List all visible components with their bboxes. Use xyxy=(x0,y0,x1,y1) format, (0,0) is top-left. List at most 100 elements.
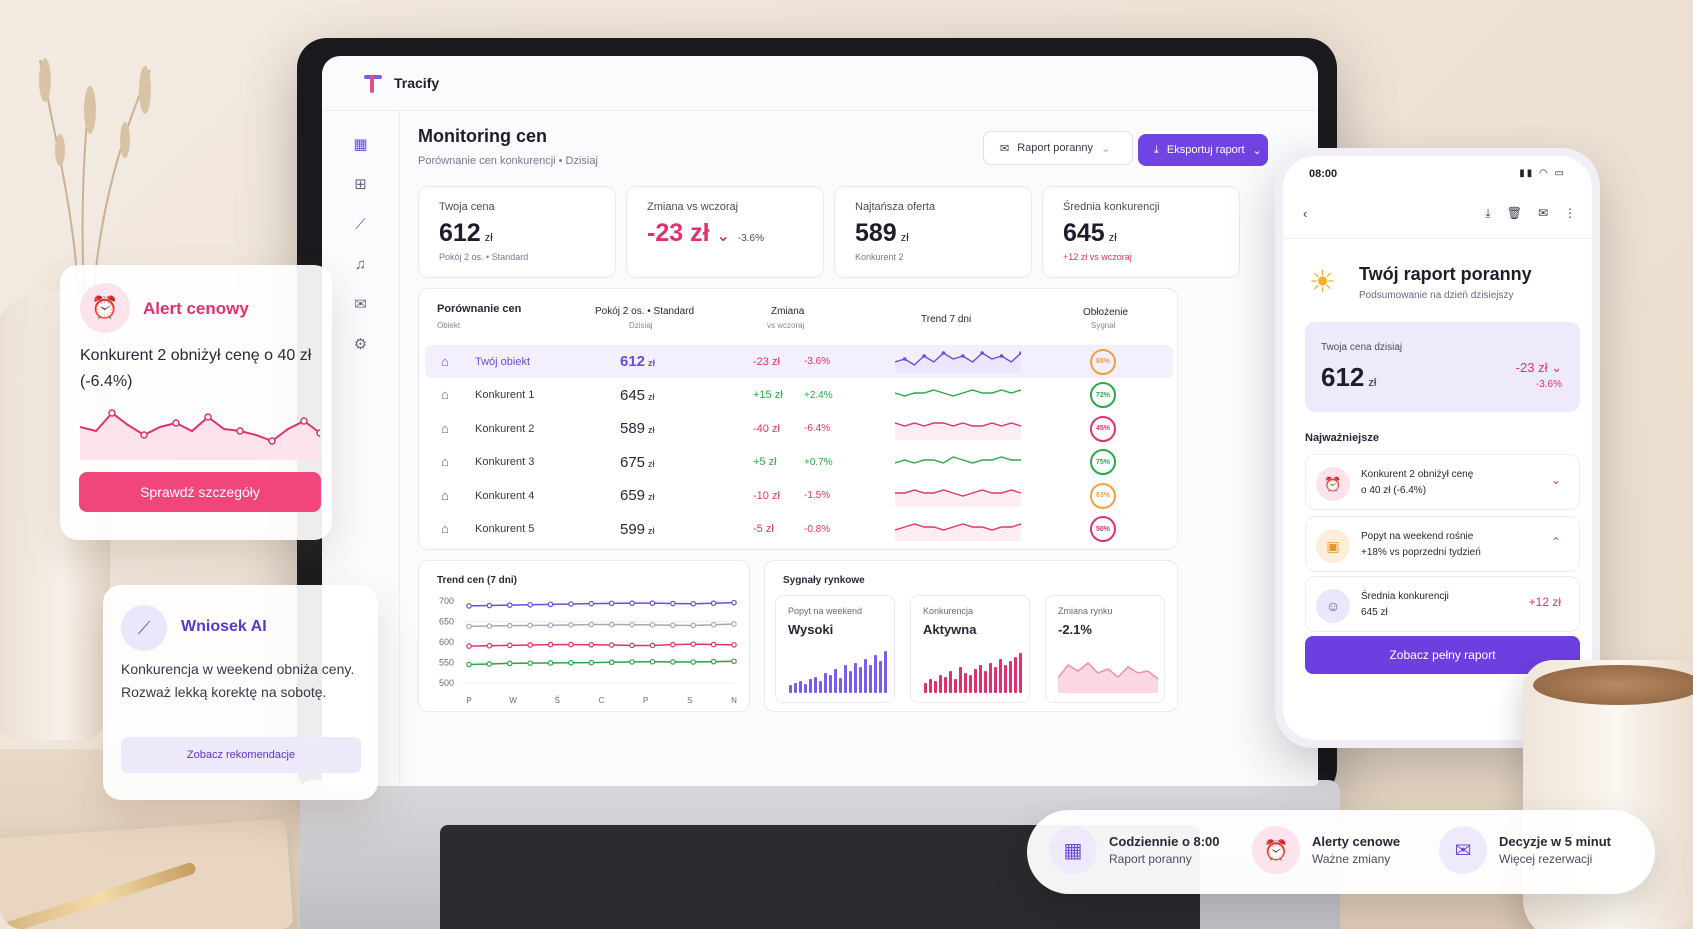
highlight-item[interactable]: ⏰ Konkurent 2 obniżył cenę o 40 zł (-6.4%… xyxy=(1305,454,1580,510)
comparison-title: Porównanie cen xyxy=(437,303,522,315)
house-icon: ⌂ xyxy=(441,353,449,369)
trend-point xyxy=(710,641,717,648)
x-tick-label: C xyxy=(599,696,605,705)
table-row[interactable]: ⌂ Twój obiekt 612 zł -23 zł -3.6% 68% xyxy=(425,345,1173,378)
trend-point xyxy=(547,601,554,608)
feature-sub: Ważne zmiany xyxy=(1312,852,1391,866)
kpi-sub: +12 zł vs wczoraj xyxy=(1063,252,1132,262)
chart-icon[interactable]: ⟋ xyxy=(355,216,366,233)
trend-point xyxy=(649,600,656,606)
signal-bar xyxy=(819,681,822,693)
trend-point xyxy=(486,623,493,629)
signal-bar xyxy=(1009,661,1012,693)
signal-bar xyxy=(929,679,932,693)
price-label: Twoja cena dzisiaj xyxy=(1321,342,1403,353)
price-unit: zł xyxy=(1368,377,1377,389)
trend-point xyxy=(466,623,472,630)
row-change: +5 zł xyxy=(753,456,777,468)
settings-icon[interactable]: ⚙ xyxy=(353,336,368,353)
status-icons: ▮▮ ◠ ▭ xyxy=(1519,168,1566,179)
alert-sparkline xyxy=(80,409,320,460)
back-arrow-icon[interactable]: ‹ xyxy=(1303,206,1308,221)
house-icon: ⌂ xyxy=(441,487,449,503)
highlight-line2: +18% vs poprzedni tydzień xyxy=(1361,547,1481,558)
signal-bar xyxy=(834,669,837,693)
highlight-text: Średnia konkurencji 645 zł xyxy=(1361,589,1449,621)
laptop-screen: Tracify ▦ ⊞ ⟋ ♫ ✉ ⚙ Monitoring cen Porów… xyxy=(322,56,1318,786)
signal-value: Aktywna xyxy=(923,622,977,637)
export-report-button[interactable]: ⤓ Eksportuj raport ⌄ xyxy=(1138,134,1268,166)
signal-card-competition[interactable]: Konkurencja Aktywna xyxy=(910,595,1030,703)
feature-title: Codziennie o 8:00 xyxy=(1109,834,1220,849)
kpi-label: Najtańsza oferta xyxy=(855,201,936,213)
highlight-item[interactable]: ☺ Średnia konkurencji 645 zł +12 zł xyxy=(1305,576,1580,632)
report-dropdown-label: Raport poranny xyxy=(1017,142,1094,154)
row-price: 645 zł xyxy=(620,387,655,404)
occupancy-ring: 68% xyxy=(1090,348,1116,375)
y-tick-label: 650 xyxy=(439,617,454,627)
report-dropdown-button[interactable]: ✉ Raport poranny ⌄ xyxy=(983,131,1133,165)
row-price: 612 zł xyxy=(620,353,655,370)
signal-label: Zmiana rynku xyxy=(1058,606,1113,616)
check-details-button[interactable]: Sprawdź szczegóły xyxy=(79,472,321,512)
trend-point xyxy=(629,642,635,649)
row-name: Konkurent 1 xyxy=(475,389,535,401)
status-time: 08:00 xyxy=(1309,168,1338,180)
bell-icon[interactable]: ♫ xyxy=(354,256,367,273)
trend-point xyxy=(547,641,554,648)
signal-label: Konkurencja xyxy=(923,606,974,616)
signal-bar xyxy=(849,671,852,693)
trend-point xyxy=(731,621,737,627)
trash-icon[interactable]: 🗑 xyxy=(1506,206,1522,220)
trend-series-line xyxy=(468,643,735,647)
kpi-number: -23 zł xyxy=(647,219,710,247)
see-recommendations-button[interactable]: Zobacz rekomendacje xyxy=(121,737,361,773)
dashboard-icon[interactable]: ▦ xyxy=(353,136,368,153)
mail-icon[interactable]: ✉ xyxy=(354,296,367,313)
table-row[interactable]: ⌂ Konkurent 5 599 zł -5 zł -0.8% 50% xyxy=(425,513,1173,546)
feature-title: Alerty cenowe xyxy=(1312,834,1401,849)
market-signals-panel: Sygnały rynkowe Popyt na weekend Wysoki … xyxy=(764,560,1178,712)
row-pct: -3.6% xyxy=(804,356,831,367)
table-row[interactable]: ⌂ Konkurent 4 659 zł -10 zł -1.5% 63% xyxy=(425,479,1173,512)
trend-point xyxy=(568,641,574,648)
grid-icon[interactable]: ⊞ xyxy=(354,176,367,193)
trend-point xyxy=(588,641,595,648)
phone-subtitle: Podsumowanie na dzień dzisiejszy xyxy=(1359,290,1514,301)
signal-bar xyxy=(839,678,842,693)
signal-bar xyxy=(974,669,977,693)
trend-point xyxy=(710,600,717,607)
signal-bar xyxy=(829,675,832,693)
highlight-line1: Konkurent 2 obniżył cenę xyxy=(1361,469,1474,480)
mail-icon[interactable]: ✉ xyxy=(1537,206,1548,220)
trend-sparkline xyxy=(895,388,1021,397)
col-occupancy-sub: Sygnał xyxy=(1091,321,1116,330)
archive-icon[interactable]: ⤓ xyxy=(1485,206,1491,220)
comparison-header: Porównanie cen Obiekt Pokój 2 os. • Stan… xyxy=(419,289,1177,345)
table-row[interactable]: ⌂ Konkurent 3 675 zł +5 zł +0.7% 75% xyxy=(425,446,1173,479)
highlight-text: Popyt na weekend rośnie +18% vs poprzedni… xyxy=(1361,529,1481,561)
phone-device: 08:00 ▮▮ ◠ ▭ ‹ ⤓ 🗑 ✉ ⋮ ☀ Twój raport por… xyxy=(1275,148,1600,748)
table-row[interactable]: ⌂ Konkurent 1 645 zł +15 zł +2.4% 72% xyxy=(425,379,1173,412)
trend-point xyxy=(608,600,615,607)
table-row[interactable]: ⌂ Konkurent 2 589 zł -40 zł -6.4% 45% xyxy=(425,412,1173,445)
kpi-sub-inline: -3.6% xyxy=(737,233,765,244)
signal-bar xyxy=(989,663,992,693)
more-icon[interactable]: ⋮ xyxy=(1564,206,1576,220)
trend-point xyxy=(506,622,513,629)
row-price: 659 zł xyxy=(620,487,655,504)
signal-card-market-change[interactable]: Zmiana rynku -2.1% xyxy=(1045,595,1165,703)
kpi-card-average: Średnia konkurencji 645 zł +12 zł vs wczo… xyxy=(1042,186,1240,278)
feature-title: Decyzje w 5 minut xyxy=(1499,834,1611,849)
highlight-item[interactable]: ▣ Popyt na weekend rośnie +18% vs poprzed… xyxy=(1305,516,1580,572)
highlight-line2: o 40 zł (-6.4%) xyxy=(1361,485,1427,496)
row-price-unit: zł xyxy=(648,458,655,469)
ai-trend-icon: ⟋ xyxy=(121,605,167,651)
signal-bars-chart xyxy=(924,653,1022,693)
signal-card-demand[interactable]: Popyt na weekend Wysoki xyxy=(775,595,895,703)
row-price-value: 612 xyxy=(620,353,646,370)
signal-bar xyxy=(954,679,957,693)
trend-point xyxy=(690,641,697,647)
row-pct: -1.5% xyxy=(804,490,831,501)
signal-bars-chart xyxy=(789,651,887,693)
